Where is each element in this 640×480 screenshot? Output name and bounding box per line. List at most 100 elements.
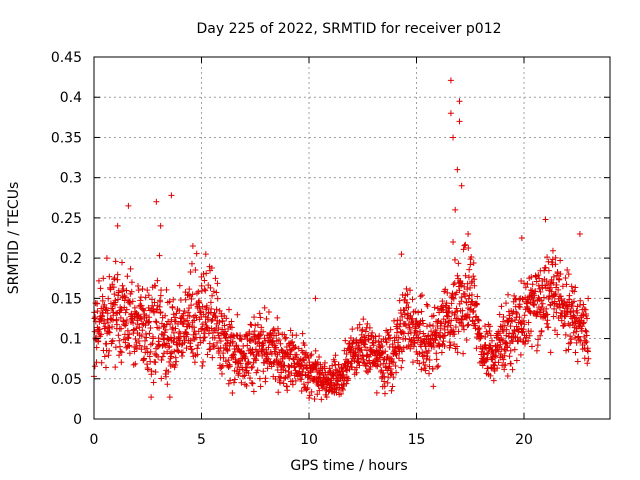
data-point xyxy=(430,383,437,390)
data-point xyxy=(426,370,433,377)
data-point xyxy=(281,362,288,369)
data-point xyxy=(286,355,293,362)
data-point xyxy=(454,166,461,173)
data-point xyxy=(201,334,208,341)
data-point xyxy=(505,291,512,298)
data-point xyxy=(456,300,463,307)
data-point xyxy=(166,394,173,401)
data-point xyxy=(291,345,298,352)
data-point xyxy=(111,291,118,298)
data-point xyxy=(193,290,200,297)
data-point xyxy=(486,323,493,330)
data-point xyxy=(526,308,533,315)
data-point xyxy=(97,285,104,292)
data-point xyxy=(113,316,120,323)
data-point xyxy=(343,380,350,387)
data-point xyxy=(112,344,119,351)
data-point xyxy=(108,338,115,345)
data-point xyxy=(491,362,498,369)
data-point xyxy=(490,377,497,384)
data-point xyxy=(275,336,282,343)
data-point xyxy=(537,332,544,339)
data-point xyxy=(272,344,279,351)
data-point xyxy=(547,286,554,293)
data-point xyxy=(217,337,224,344)
data-point xyxy=(353,369,360,376)
data-point xyxy=(126,342,133,349)
data-point xyxy=(204,351,211,358)
data-point xyxy=(135,337,142,344)
data-point xyxy=(273,356,280,363)
data-point xyxy=(208,317,215,324)
y-tick-label: 0.25 xyxy=(51,211,82,227)
data-point xyxy=(452,206,459,213)
data-point xyxy=(574,309,581,316)
data-point xyxy=(474,293,481,300)
y-tick-label: 0.4 xyxy=(60,90,82,106)
data-point xyxy=(372,362,379,369)
data-point xyxy=(209,354,216,361)
data-point xyxy=(551,327,558,334)
data-point xyxy=(487,344,494,351)
data-point xyxy=(465,274,472,281)
axes: 0 0.05 0.1 0.15 0.2 0.25 0.3 0.35 0.4 0.45 0 5 10 15 2… xyxy=(51,50,610,448)
data-point xyxy=(458,316,465,323)
data-point xyxy=(469,298,476,305)
data-point xyxy=(125,335,132,342)
data-point xyxy=(447,110,454,117)
data-point xyxy=(481,351,488,358)
x-tick-label: 0 xyxy=(90,432,99,448)
data-point xyxy=(318,396,325,403)
data-point xyxy=(465,295,472,302)
data-point xyxy=(382,336,389,343)
data-point xyxy=(549,247,556,254)
data-point xyxy=(299,330,306,337)
data-point xyxy=(345,375,352,382)
data-point xyxy=(147,348,154,355)
data-point xyxy=(509,318,516,325)
data-point xyxy=(167,321,174,328)
data-point xyxy=(163,373,170,380)
data-point xyxy=(542,285,549,292)
data-point xyxy=(261,335,268,342)
data-point xyxy=(374,358,381,365)
data-point xyxy=(399,291,406,298)
data-point xyxy=(453,305,460,312)
data-point xyxy=(263,350,270,357)
data-point xyxy=(259,346,266,353)
data-point xyxy=(416,360,423,367)
data-point xyxy=(455,260,462,267)
data-point xyxy=(545,324,552,331)
data-point xyxy=(555,286,562,293)
data-point xyxy=(228,324,235,331)
data-point xyxy=(388,387,395,394)
data-point xyxy=(554,270,561,277)
data-point xyxy=(162,326,169,333)
data-point xyxy=(182,296,189,303)
data-point xyxy=(488,337,495,344)
data-point xyxy=(257,383,264,390)
data-point xyxy=(370,342,377,349)
chart-title: Day 225 of 2022, SRMTID for receiver p01… xyxy=(196,21,501,37)
data-point xyxy=(311,396,318,403)
data-point xyxy=(417,293,424,300)
data-point xyxy=(214,280,221,287)
data-point xyxy=(201,286,208,293)
data-point xyxy=(564,267,571,274)
data-point xyxy=(285,363,292,370)
data-point xyxy=(387,365,394,372)
data-point xyxy=(305,372,312,379)
data-point xyxy=(550,273,557,280)
data-point xyxy=(535,294,542,301)
data-point xyxy=(277,340,284,347)
x-tick-label: 15 xyxy=(408,432,426,448)
data-point xyxy=(546,294,553,301)
data-point xyxy=(398,348,405,355)
data-point xyxy=(152,282,159,289)
data-point xyxy=(513,357,520,364)
y-tick-label: 0.3 xyxy=(60,171,82,187)
data-point xyxy=(563,281,570,288)
data-point xyxy=(426,321,433,328)
data-point xyxy=(101,318,108,325)
data-point xyxy=(451,331,458,338)
